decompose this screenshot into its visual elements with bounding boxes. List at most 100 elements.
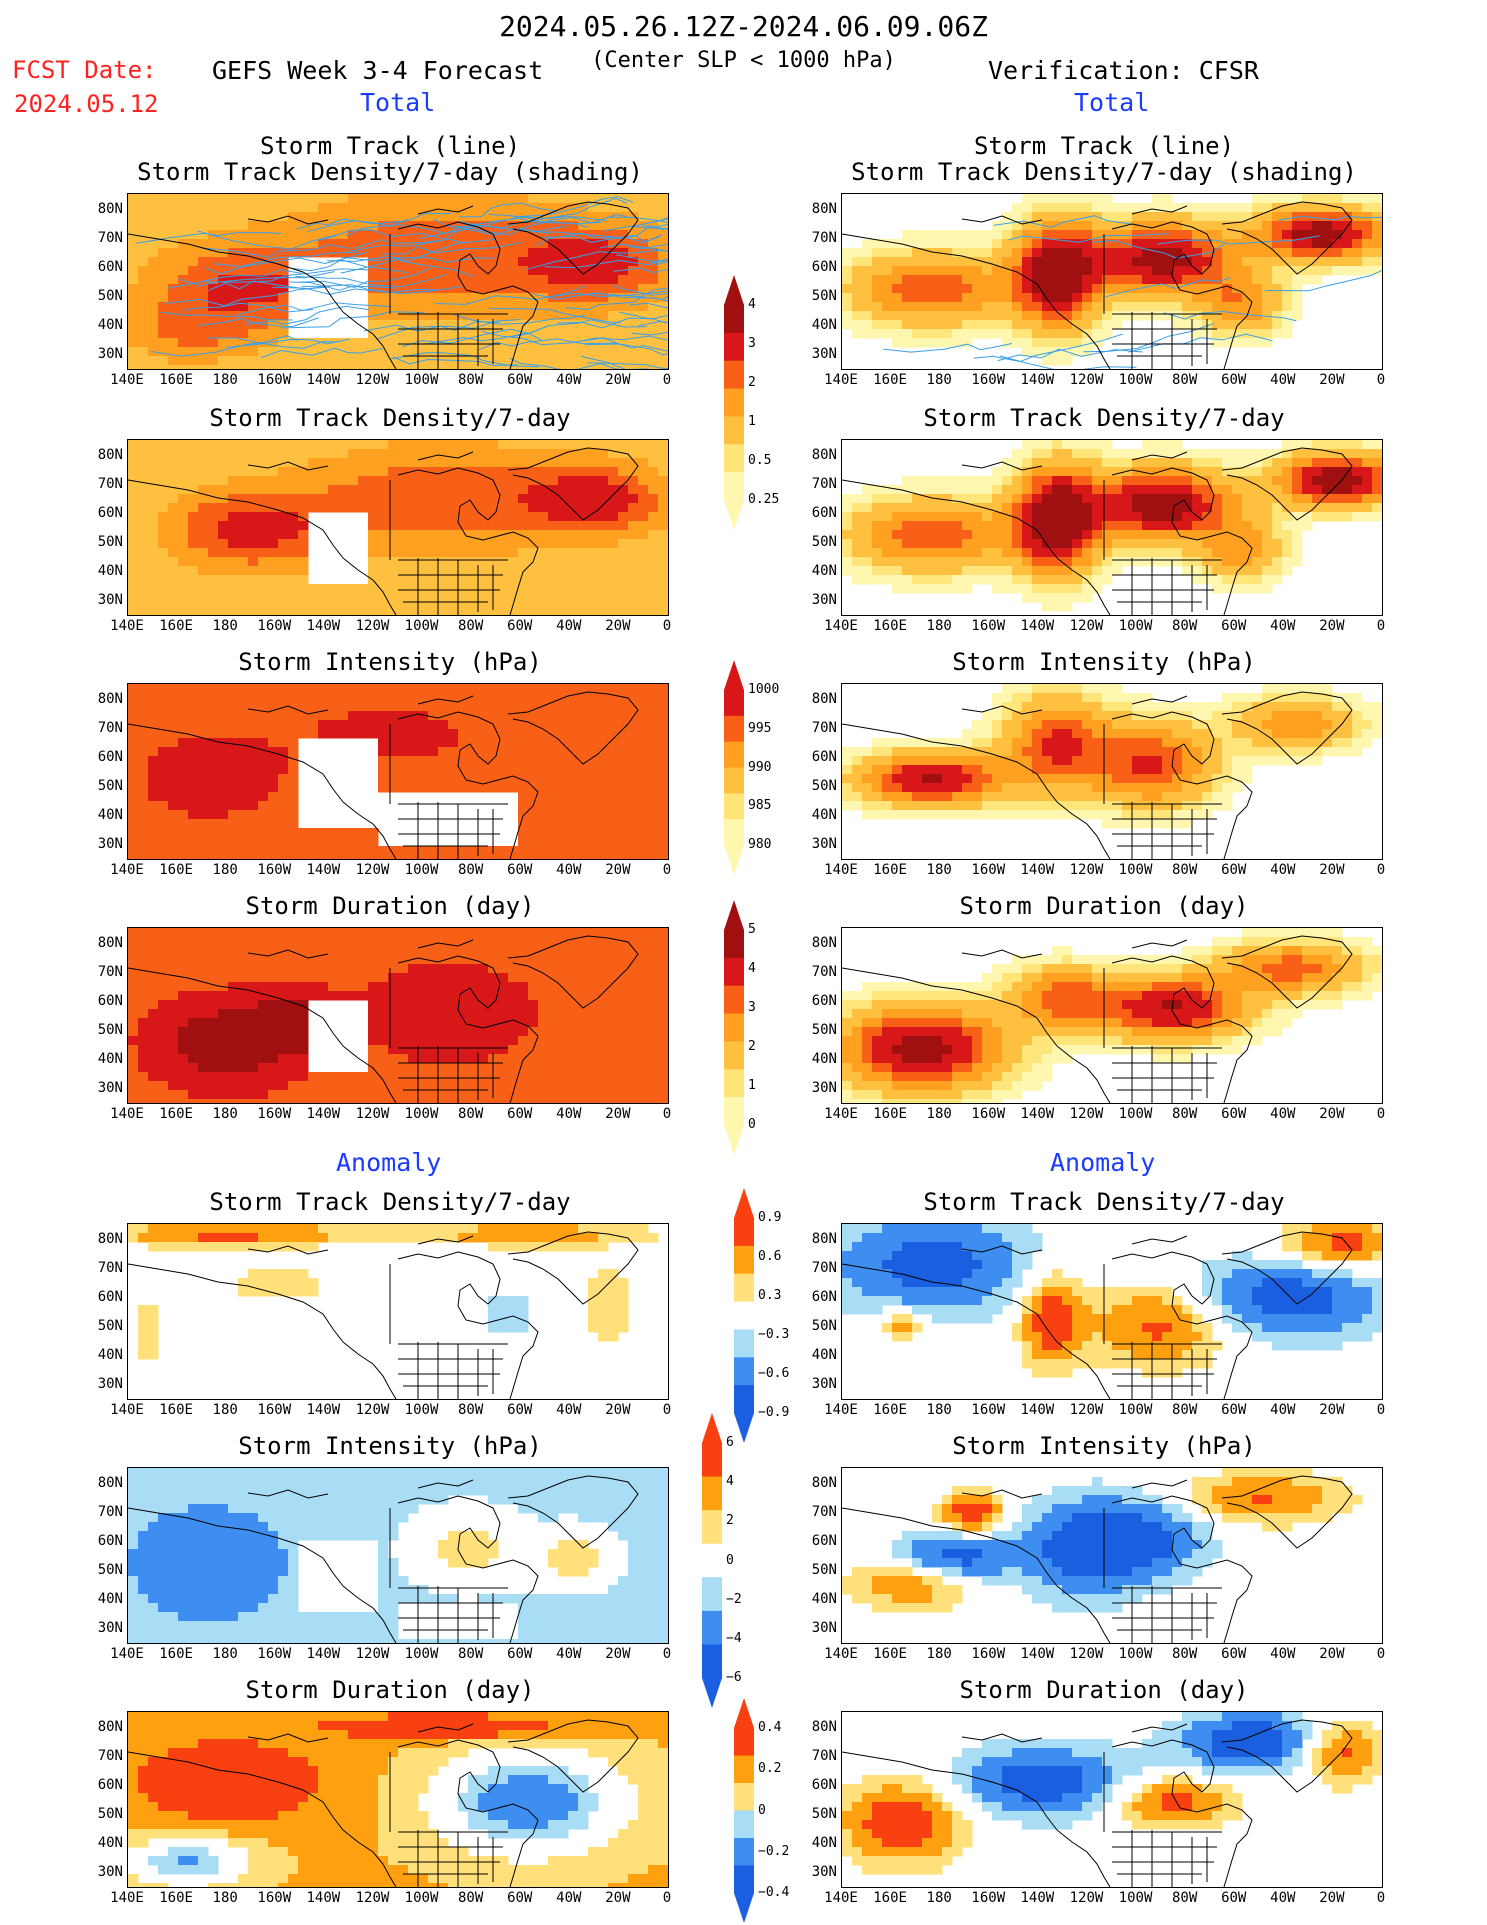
heatmap-cell — [1212, 476, 1223, 486]
heatmap-cell — [588, 212, 599, 222]
heatmap-cell — [578, 539, 589, 549]
heatmap-cell — [568, 257, 579, 267]
heatmap-cell — [448, 783, 459, 793]
heatmap-cell — [408, 684, 419, 694]
heatmap-cell — [588, 720, 599, 730]
heatmap-cell — [1202, 729, 1213, 739]
heatmap-cell — [168, 440, 179, 450]
heatmap-cell — [1042, 584, 1053, 594]
heatmap-cell — [1112, 212, 1123, 222]
heatmap-cell — [862, 311, 873, 321]
heatmap-cell — [1012, 494, 1023, 504]
heatmap-cell — [378, 485, 389, 495]
heatmap-cell — [208, 783, 219, 793]
heatmap-cell — [228, 356, 239, 366]
heatmap-cell — [1312, 275, 1323, 285]
heatmap-cell — [418, 557, 429, 567]
heatmap-cell — [258, 212, 269, 222]
anomaly-label-left: Anomaly — [336, 1148, 442, 1177]
heatmap-cell — [188, 729, 199, 739]
heatmap-cell — [922, 338, 933, 348]
heatmap-cell — [882, 575, 893, 585]
heatmap-cell — [608, 566, 619, 576]
heatmap-cell — [388, 521, 399, 531]
heatmap-cell — [1052, 203, 1063, 213]
heatmap-cell — [1222, 449, 1233, 459]
heatmap-cell — [188, 239, 199, 249]
heatmap-cell — [448, 494, 459, 504]
heatmap-cell — [318, 194, 329, 204]
heatmap-cell — [1042, 338, 1053, 348]
heatmap-cell — [478, 320, 489, 330]
heatmap-cell — [1042, 293, 1053, 303]
heatmap-cell — [1192, 557, 1203, 567]
heatmap-cell — [628, 738, 639, 748]
heatmap-cell — [558, 557, 569, 567]
heatmap-cell — [658, 521, 668, 531]
heatmap-cell — [1302, 203, 1313, 213]
heatmap-cell — [638, 503, 649, 513]
heatmap-cell — [1022, 584, 1033, 594]
heatmap-cell — [1112, 530, 1123, 540]
heatmap-cell — [428, 557, 439, 567]
heatmap-cell — [178, 275, 189, 285]
heatmap-cell — [1002, 738, 1013, 748]
heatmap-cell — [158, 711, 169, 721]
heatmap-cell — [1112, 494, 1123, 504]
heatmap-cell — [1242, 284, 1253, 294]
heatmap-cell — [498, 602, 509, 612]
heatmap-cell — [1302, 693, 1313, 703]
heatmap-cell — [438, 738, 449, 748]
heatmap-cell — [208, 837, 219, 847]
heatmap-cell — [1062, 684, 1073, 694]
heatmap-cell — [1072, 530, 1083, 540]
heatmap-cell — [598, 494, 609, 504]
storm-track-line — [542, 226, 664, 243]
heatmap-cell — [518, 512, 529, 522]
heatmap-cell — [488, 221, 499, 231]
heatmap-cell — [218, 792, 229, 802]
heatmap-cell — [1112, 257, 1123, 267]
heatmap-cell — [648, 458, 659, 468]
heatmap-cell — [1042, 302, 1053, 312]
heatmap-cell — [518, 684, 529, 694]
heatmap-cell — [168, 584, 179, 594]
heatmap-cell — [648, 539, 659, 549]
heatmap-cell — [1272, 575, 1283, 585]
heatmap-cell — [398, 521, 409, 531]
panel-title-density-anom-left: Storm Track Density/7-day — [209, 1188, 571, 1216]
heatmap-cell — [1052, 539, 1063, 549]
heatmap-cell — [438, 584, 449, 594]
storm-track-line — [205, 268, 369, 283]
heatmap-cell — [1272, 329, 1283, 339]
heatmap-cell — [248, 266, 259, 276]
heatmap-cell — [348, 467, 359, 477]
heatmap-cell — [148, 611, 159, 615]
heatmap-cell — [508, 557, 519, 567]
heatmap-cell — [1142, 539, 1153, 549]
heatmap-cell — [488, 548, 499, 558]
heatmap-cell — [1212, 539, 1223, 549]
heatmap-cell — [588, 194, 599, 204]
heatmap-cell — [528, 329, 539, 339]
heatmap-cell — [418, 494, 429, 504]
heatmap-cell — [638, 212, 649, 222]
heatmap-cell — [1042, 449, 1053, 459]
heatmap-cell — [658, 356, 668, 366]
heatmap-cell — [1192, 257, 1203, 267]
heatmap-cell — [1262, 476, 1273, 486]
heatmap-cell — [328, 440, 339, 450]
heatmap-cell — [538, 458, 549, 468]
heatmap-cell — [288, 593, 299, 603]
heatmap-cell — [1292, 275, 1303, 285]
heatmap-cell — [1222, 329, 1233, 339]
heatmap-cell — [548, 539, 559, 549]
heatmap-cell — [228, 338, 239, 348]
heatmap-cell — [608, 521, 619, 531]
heatmap-cell — [458, 503, 469, 513]
heatmap-cell — [1152, 476, 1163, 486]
heatmap-cell — [458, 756, 469, 766]
heatmap-cell — [138, 194, 149, 204]
heatmap-cell — [1232, 530, 1243, 540]
heatmap-cell — [638, 846, 649, 856]
